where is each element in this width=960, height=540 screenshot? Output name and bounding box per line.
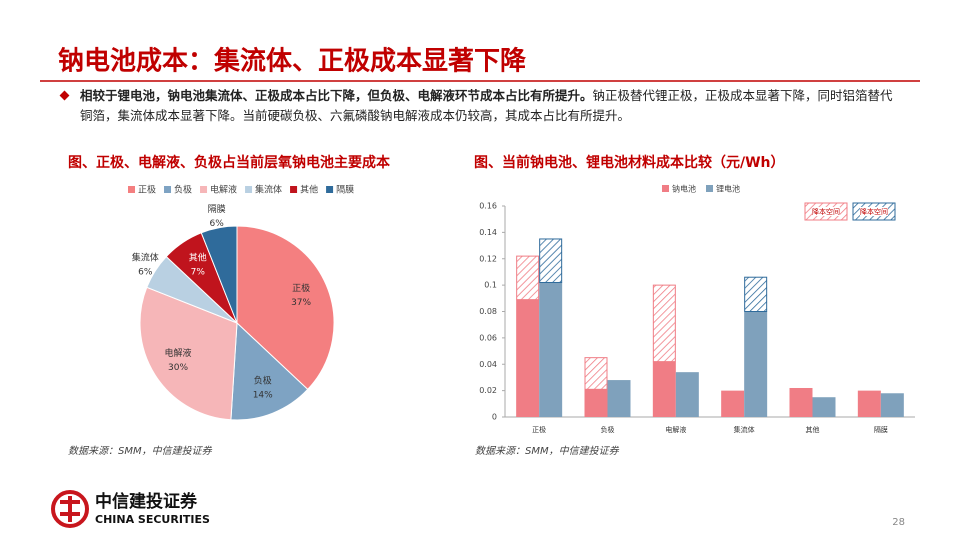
legend-label: 负极 — [174, 184, 192, 196]
bar — [857, 390, 881, 417]
legend-label: 锂电池 — [716, 184, 740, 194]
logo-icon — [51, 490, 89, 528]
legend-swatch — [128, 186, 135, 193]
bar — [652, 361, 676, 417]
source: 数据来源：SMM，中信建投证券 — [475, 445, 620, 457]
slice-label: 其他 — [189, 252, 207, 264]
page-number: 28 — [892, 517, 905, 528]
bar — [584, 389, 608, 417]
y-tick-label: 0.16 — [479, 202, 497, 211]
y-tick-label: 0.04 — [479, 360, 497, 369]
legend-swatch — [706, 185, 713, 192]
bar — [812, 397, 836, 417]
bullet-text: 相较于锂电池，钠电池集流体、正极成本占比下降，但负极、电解液环节成本占比有所提升… — [80, 86, 900, 126]
y-tick-label: 0.08 — [479, 307, 497, 316]
bar — [607, 380, 631, 417]
legend-swatch — [662, 185, 669, 192]
legend-swatch — [200, 186, 208, 193]
bar-hatched — [584, 357, 608, 390]
legend-label: 集流体 — [255, 184, 282, 196]
legend-label: 隔膜 — [336, 185, 354, 196]
y-tick-label: 0.12 — [479, 254, 497, 263]
legend-label: 其他 — [300, 184, 318, 196]
logo-name: 中信建投证券 — [95, 491, 198, 512]
slice-label: 集流体 — [132, 251, 159, 263]
bar-hatched — [744, 276, 768, 312]
slice-label: 负极 — [254, 374, 272, 386]
y-tick-label: 0.1 — [484, 281, 497, 290]
legend-label: 正极 — [138, 184, 156, 196]
bar — [675, 372, 699, 417]
slice-value: 6% — [210, 219, 225, 229]
legend-label: 电解液 — [210, 184, 237, 196]
bar — [539, 282, 563, 417]
bullet-icon — [59, 90, 70, 101]
x-tick-label: 电解液 — [665, 425, 686, 434]
legend-swatch — [245, 186, 253, 193]
source: 数据来源：SMM，中信建投证券 — [68, 445, 213, 457]
logo-english: CHINA SECURITIES — [95, 513, 210, 526]
y-tick-label: 0.06 — [479, 333, 497, 342]
slice-value: 6% — [138, 267, 153, 277]
slice-value: 30% — [168, 363, 188, 373]
slice-value: 7% — [191, 268, 206, 278]
x-tick-label: 其他 — [806, 425, 820, 434]
slice-value: 37% — [291, 298, 311, 308]
pie-slice — [139, 286, 238, 421]
bar — [744, 311, 768, 417]
bar — [789, 387, 813, 417]
legend-label-bg — [860, 207, 888, 216]
x-tick-label: 集流体 — [734, 425, 755, 434]
slice-label: 隔膜 — [208, 204, 226, 215]
bar — [516, 299, 540, 417]
bar — [721, 390, 745, 417]
slice-label: 电解液 — [165, 347, 192, 359]
pie-slice — [200, 225, 238, 324]
legend-label: 降本空间 — [860, 207, 888, 216]
bar — [880, 393, 904, 417]
slice-label: 正极 — [292, 282, 310, 294]
slice-value: 14% — [253, 390, 273, 400]
legend-swatch — [290, 186, 298, 193]
x-tick-label: 负极 — [601, 425, 615, 434]
bullet-bold: 相较于锂电池，钠电池集流体、正极成本占比下降，但负极、电解液环节成本占比有所提升… — [80, 88, 593, 103]
slide-title: 钠电池成本：集流体、正极成本显著下降 — [58, 46, 527, 77]
chart-title: 图、正极、电解液、负极占当前层氧钠电池主要成本 — [68, 154, 391, 171]
legend-label: 钠电池 — [672, 184, 696, 194]
bar-hatched — [539, 238, 563, 283]
bar-hatched — [652, 284, 676, 363]
y-tick-label: 0 — [492, 413, 497, 422]
bar-hatched — [516, 255, 540, 301]
y-tick-label: 0.14 — [479, 228, 497, 237]
pie-slice — [230, 321, 309, 421]
legend-label-bg — [812, 207, 840, 216]
x-tick-label: 正极 — [532, 425, 546, 434]
legend-label: 降本空间 — [812, 207, 840, 216]
x-tick-label: 隔膜 — [874, 425, 888, 434]
legend-swatch — [164, 186, 172, 193]
pie-slice — [236, 225, 335, 391]
y-tick-label: 0.02 — [479, 386, 497, 395]
chart-title: 图、当前钠电池、锂电池材料成本比较（元/Wh） — [474, 154, 785, 171]
legend-swatch — [326, 186, 334, 193]
bullet-rest: 钠正极替代锂正极，正极成本显著下降，同时铝箔替代铜箔，集流体成本显著下降。当前硬… — [80, 88, 893, 123]
